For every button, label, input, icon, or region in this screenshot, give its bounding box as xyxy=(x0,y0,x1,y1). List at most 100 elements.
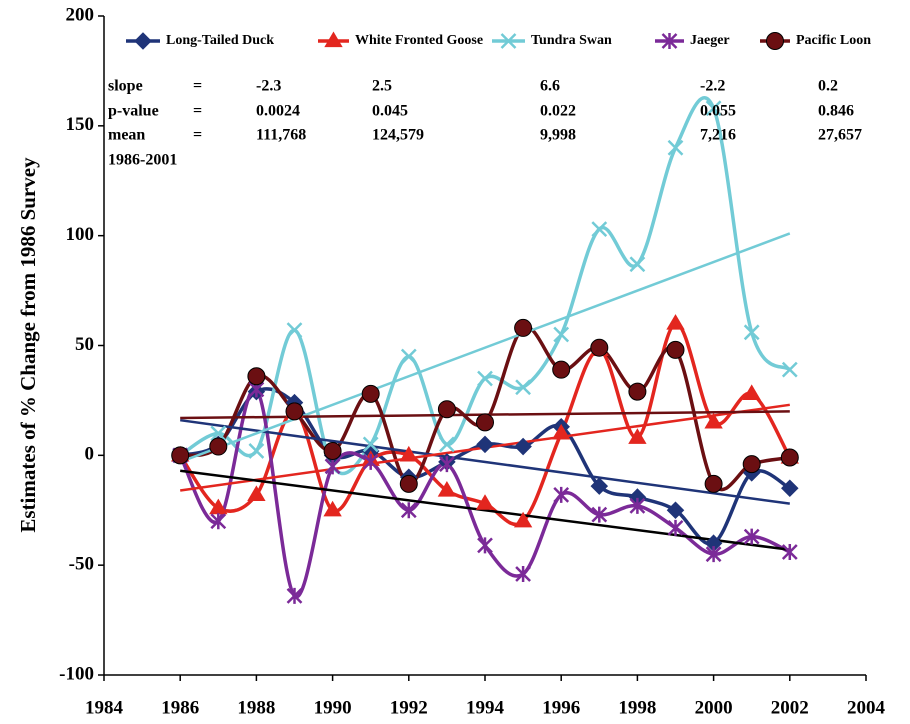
marker xyxy=(476,435,494,454)
y-tick-label: -100 xyxy=(59,663,94,684)
marker xyxy=(437,481,457,497)
marker xyxy=(742,455,761,474)
marker xyxy=(323,500,342,517)
marker xyxy=(628,428,647,444)
marker xyxy=(552,423,571,440)
legend-label: Pacific Loon xyxy=(796,33,871,48)
marker xyxy=(400,348,417,365)
x-tick-label: 1998 xyxy=(618,697,656,718)
stats-value: 27,657 xyxy=(818,127,862,144)
x-tick-label: 1990 xyxy=(314,697,352,718)
y-tick-label: 200 xyxy=(66,4,95,25)
stats-equals: = xyxy=(193,127,202,144)
marker xyxy=(743,324,760,341)
marker xyxy=(704,412,723,429)
marker xyxy=(780,448,799,467)
marker xyxy=(437,400,456,419)
marker xyxy=(514,318,533,337)
marker xyxy=(553,326,570,343)
legend-label: Long-Tailed Duck xyxy=(166,33,274,48)
marker xyxy=(399,445,418,462)
stats-value: 6.6 xyxy=(540,78,560,95)
marker xyxy=(210,513,227,530)
marker xyxy=(514,437,532,456)
marker xyxy=(781,543,798,560)
marker xyxy=(781,479,799,498)
marker xyxy=(439,436,455,453)
marker xyxy=(666,314,685,330)
legend-label: White Fronted Goose xyxy=(355,33,483,48)
stats-value: 0.045 xyxy=(372,103,408,120)
legend-marker xyxy=(661,33,678,49)
marker xyxy=(362,436,379,453)
marker xyxy=(515,379,531,396)
trend-line xyxy=(180,469,790,552)
marker xyxy=(629,256,646,273)
marker xyxy=(477,537,493,554)
stats-value: 2.5 xyxy=(372,78,392,95)
legend-marker xyxy=(324,31,343,48)
stats-value: 0.055 xyxy=(700,103,736,120)
marker xyxy=(439,456,455,473)
x-tick-label: 1984 xyxy=(85,697,124,718)
marker xyxy=(247,485,266,502)
marker xyxy=(400,502,417,519)
marker xyxy=(552,360,571,379)
y-axis-label: Estimates of % Change from 1986 Survey xyxy=(16,157,40,533)
stats-label: p-value xyxy=(108,103,159,120)
stats-label: 1986-2001 xyxy=(108,152,177,169)
marker xyxy=(247,367,266,386)
stats-value: 124,579 xyxy=(372,127,424,144)
x-tick-label: 1986 xyxy=(161,697,199,718)
marker xyxy=(704,474,723,493)
stats-equals: = xyxy=(193,103,202,120)
marker xyxy=(362,453,379,470)
marker xyxy=(667,139,684,156)
marker xyxy=(591,221,608,237)
x-tick-label: 2000 xyxy=(695,697,733,718)
stats-label: mean xyxy=(108,127,145,144)
marker xyxy=(209,498,228,515)
marker xyxy=(513,511,533,528)
marker xyxy=(285,402,304,421)
stats-value: -2.3 xyxy=(256,78,281,95)
marker xyxy=(591,506,608,523)
marker xyxy=(209,437,228,456)
marker xyxy=(475,494,495,510)
x-tick-label: 1996 xyxy=(542,697,580,718)
marker xyxy=(667,519,684,536)
stats-value: 0.0024 xyxy=(256,103,300,120)
y-tick-label: 0 xyxy=(85,444,95,465)
y-tick-label: 150 xyxy=(66,114,95,135)
stats-equals: = xyxy=(193,78,202,95)
marker xyxy=(210,425,227,442)
legend-marker xyxy=(766,32,784,50)
trend-line xyxy=(180,418,790,505)
x-tick-label: 1994 xyxy=(466,697,505,718)
marker xyxy=(666,501,685,520)
y-tick-label: 50 xyxy=(75,334,94,355)
marker xyxy=(361,384,380,403)
marker xyxy=(590,477,609,495)
marker xyxy=(286,322,303,339)
x-tick-label: 1988 xyxy=(237,697,275,718)
trend-line xyxy=(179,232,791,464)
marker xyxy=(515,565,531,582)
marker xyxy=(666,340,685,359)
x-tick-label: 1992 xyxy=(390,697,428,718)
marker xyxy=(705,546,722,563)
marker xyxy=(743,528,760,545)
marker xyxy=(477,370,493,387)
stats-value: 111,768 xyxy=(256,127,306,144)
marker xyxy=(629,497,646,514)
x-tick-label: 2004 xyxy=(847,697,886,718)
marker xyxy=(590,338,609,357)
stats-label: slope xyxy=(108,78,143,95)
marker xyxy=(248,443,265,459)
stats-value: 0.022 xyxy=(540,103,576,120)
stats-value: 0.2 xyxy=(818,78,838,95)
stats-value: 0.846 xyxy=(818,103,854,120)
stats-value: 9,998 xyxy=(540,127,576,144)
y-tick-label: 100 xyxy=(66,224,95,245)
x-tick-label: 2002 xyxy=(771,697,809,718)
